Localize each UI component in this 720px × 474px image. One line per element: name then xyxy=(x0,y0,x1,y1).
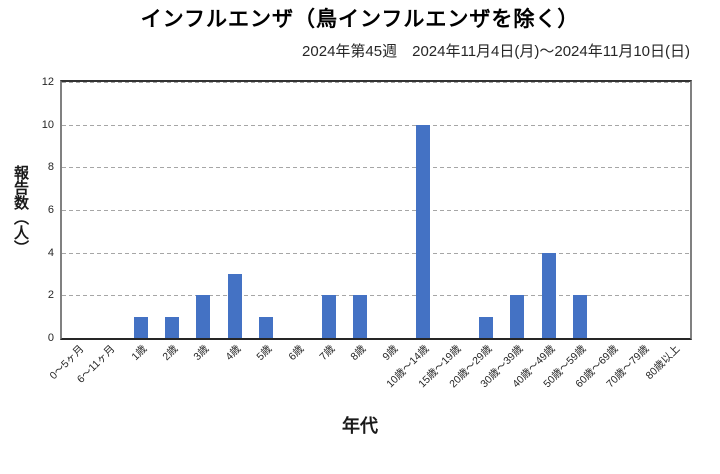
gridline-8 xyxy=(62,167,690,169)
y-tick-label-8: 8 xyxy=(47,161,54,174)
bar-2歳 xyxy=(164,316,179,338)
plot-area xyxy=(60,80,692,340)
y-tick-label-0: 0 xyxy=(47,332,54,344)
chart-subtitle: 2024年第45週 2024年11月4日(月)～2024年11月10日(日) xyxy=(302,43,690,60)
chart-title: インフルエンザ（鳥インフルエンザを除く） xyxy=(140,8,580,31)
gridline-6 xyxy=(62,210,690,211)
gridline-4 xyxy=(62,252,690,254)
bar-20歳～29歳 xyxy=(478,316,493,338)
bar-7歳 xyxy=(321,295,336,338)
bar-5歳 xyxy=(259,316,274,338)
gridline-2 xyxy=(62,295,690,297)
bar-1歳 xyxy=(133,316,148,338)
y-tick-label-4: 4 xyxy=(47,246,54,259)
bar-4歳 xyxy=(227,274,242,338)
gridline-10 xyxy=(62,124,690,126)
bar-10歳～14歳 xyxy=(416,124,431,338)
bar-8歳 xyxy=(353,295,368,338)
y-axis-title: 報告数（人） xyxy=(12,165,29,255)
bar-50歳～59歳 xyxy=(573,295,588,338)
gridline-12 xyxy=(62,82,690,83)
x-axis-title: 年代 xyxy=(342,416,378,436)
y-tick-label-2: 2 xyxy=(47,289,54,302)
bar-30歳～39歳 xyxy=(510,295,525,338)
bar-40歳～49歳 xyxy=(541,252,556,338)
y-tick-label-6: 6 xyxy=(47,204,54,216)
bar-3歳 xyxy=(196,295,211,338)
y-tick-label-12: 12 xyxy=(41,76,54,88)
y-tick-label-10: 10 xyxy=(41,118,54,131)
